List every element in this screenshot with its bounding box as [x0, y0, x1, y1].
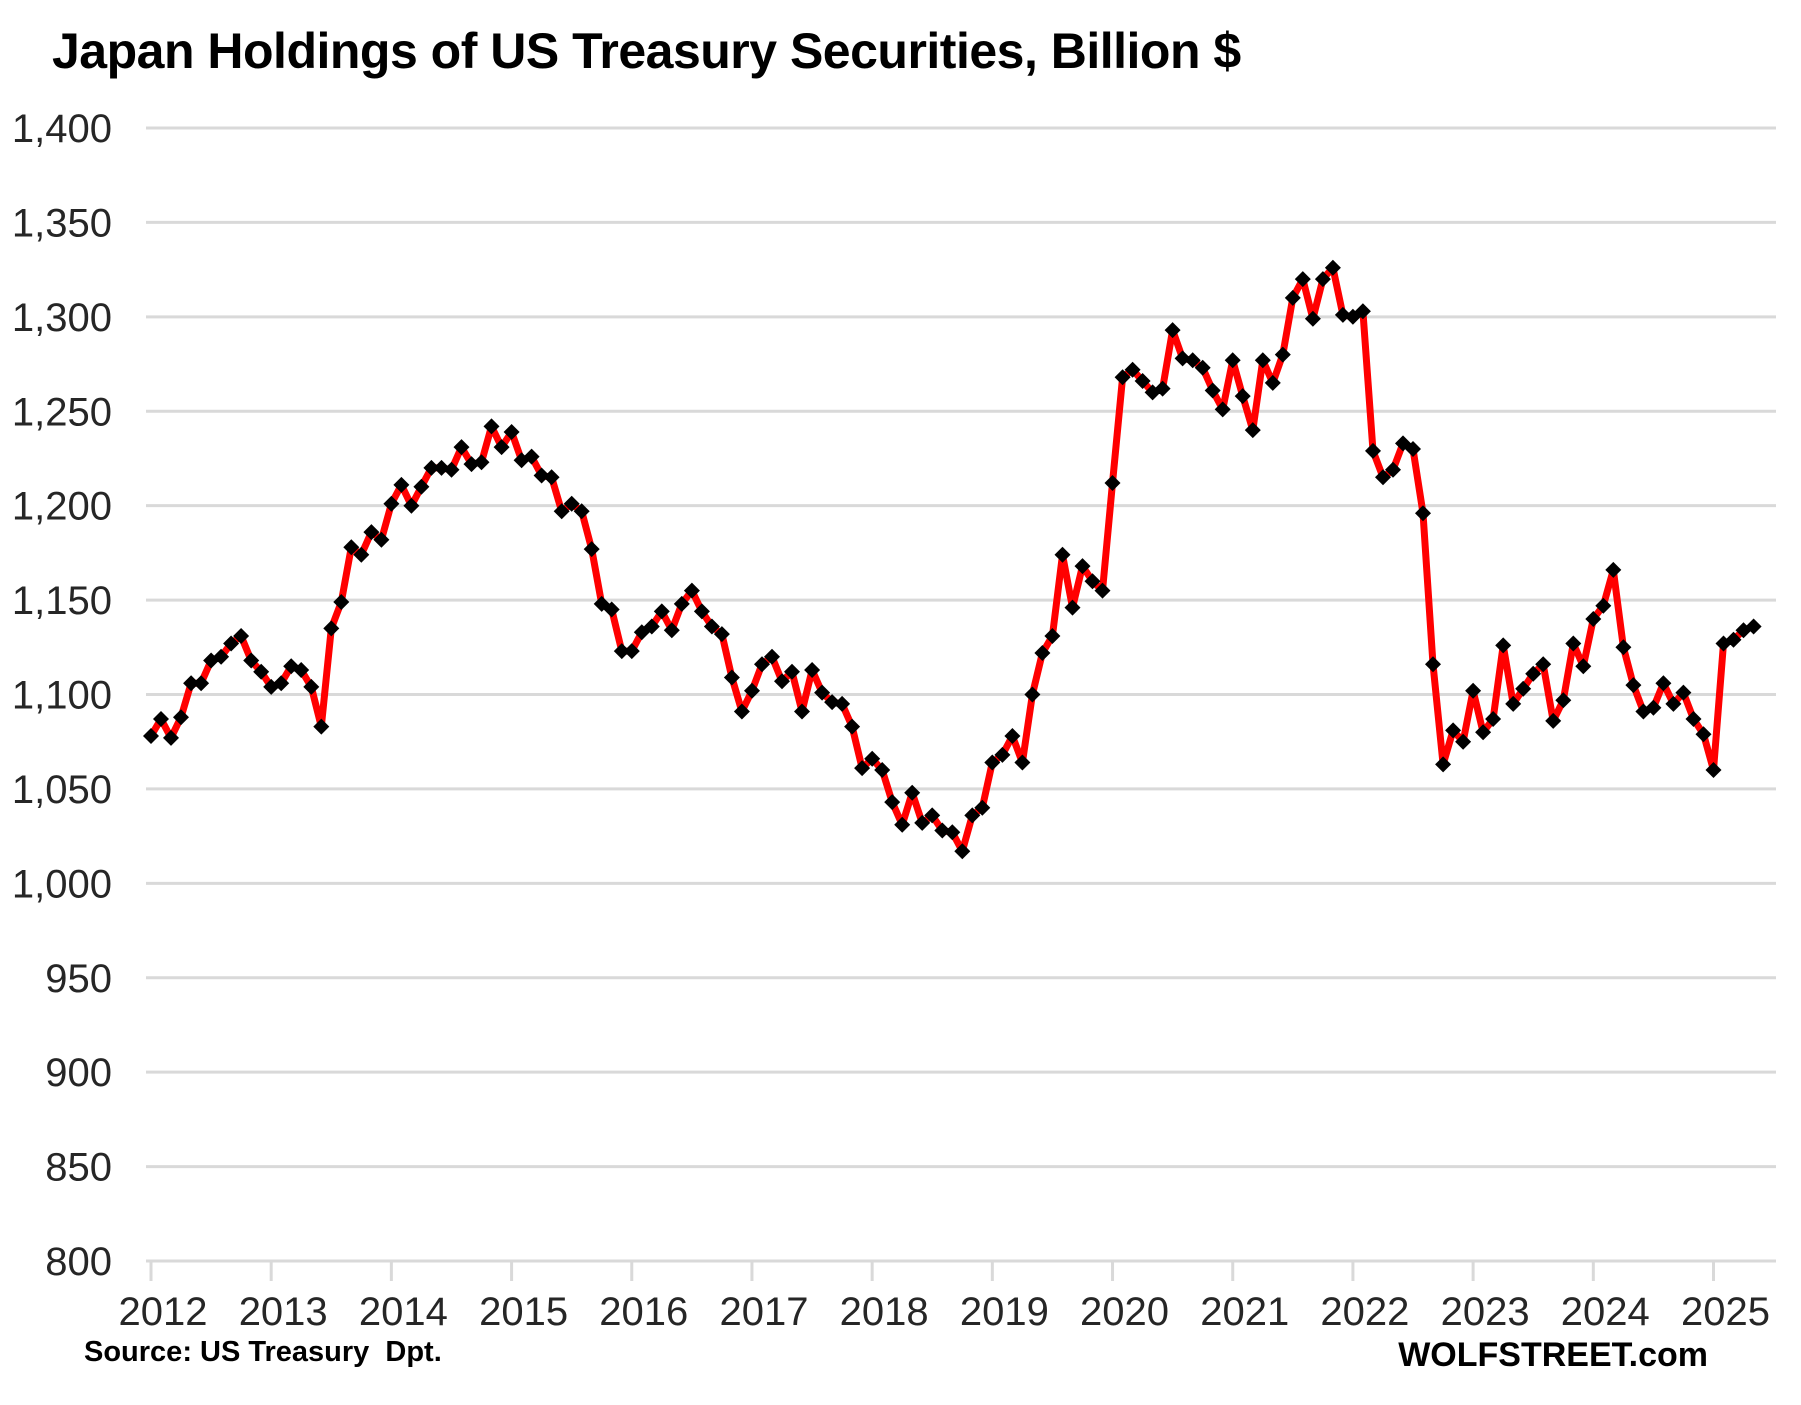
x-axis-label: 2019: [960, 1290, 1049, 1334]
x-axis-ticks: [149, 1261, 1715, 1281]
data-point-markers: [143, 259, 1762, 860]
y-axis-label: 800: [45, 1240, 112, 1284]
x-axis-label: 2018: [840, 1290, 929, 1334]
y-gridlines: [146, 126, 1776, 1263]
x-axis-label: 2014: [359, 1290, 448, 1334]
x-axis-label: 2013: [239, 1290, 328, 1334]
y-axis-label: 1,350: [12, 201, 112, 245]
y-axis-label: 1,100: [12, 674, 112, 718]
data-line: [147, 264, 1758, 855]
y-axis-label: 1,150: [12, 579, 112, 623]
x-axis-label: 2017: [719, 1290, 808, 1334]
x-axis-label: 2016: [599, 1290, 688, 1334]
x-axis-label: 2012: [119, 1290, 208, 1334]
y-axis-label: 1,200: [12, 485, 112, 529]
chart-title: Japan Holdings of US Treasury Securities…: [52, 23, 1241, 79]
source-note: Source: US Treasury Dpt.: [84, 1336, 442, 1368]
y-axis-label: 1,300: [12, 296, 112, 340]
x-axis-label: 2023: [1441, 1290, 1530, 1334]
y-axis-label: 1,400: [12, 107, 112, 151]
brand-watermark: WOLFSTREET.com: [1398, 1336, 1708, 1374]
y-axis-label: 900: [45, 1051, 112, 1095]
x-axis-label: 2020: [1080, 1290, 1169, 1334]
y-axis-label: 850: [45, 1146, 112, 1190]
x-axis-label: 2015: [479, 1290, 568, 1334]
x-axis-label: 2021: [1200, 1290, 1289, 1334]
x-axis-labels: 2012 2013 2014 2015 2016 2017 2018 2019 2020 2021…: [119, 1290, 1770, 1334]
x-axis-label: 2024: [1561, 1290, 1650, 1334]
y-axis-labels: 800 850 900 950 1,000 1,050 1,100 1,150 1,200 1,2…: [12, 107, 112, 1284]
y-axis-label: 1,250: [12, 390, 112, 434]
x-axis-label: 2025: [1681, 1290, 1770, 1334]
x-axis-label: 2022: [1320, 1290, 1409, 1334]
y-axis-label: 950: [45, 957, 112, 1001]
y-axis-label: 1,000: [12, 862, 112, 906]
y-axis-label: 1,050: [12, 768, 112, 812]
